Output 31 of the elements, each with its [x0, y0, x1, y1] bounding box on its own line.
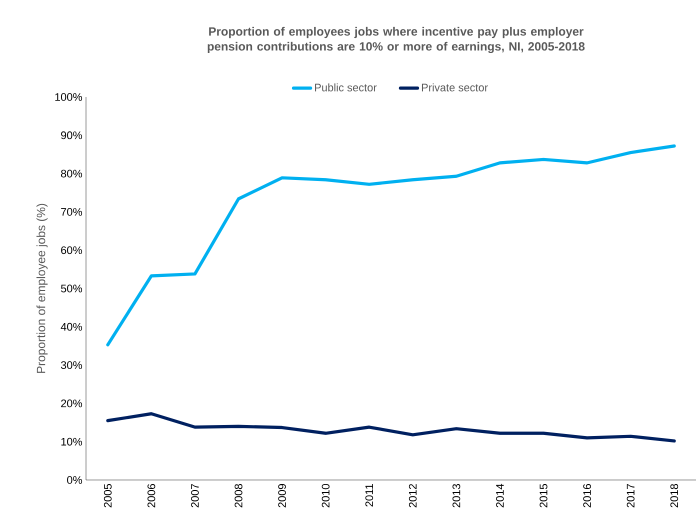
y-tick-label: 30% [60, 361, 82, 369]
chart-title: Proportion of employees jobs where incentive pay plus employer pension contributions are 10% or more of earnings, NI, 2005-2018 [208, 26, 585, 54]
x-tick-label: 2017 [626, 484, 635, 508]
x-tick-label: 2009 [278, 484, 286, 508]
y-tick-label: 60% [61, 246, 82, 254]
x-tick-label: 2011 [365, 484, 374, 507]
x-tick-label: 2005 [104, 484, 112, 508]
y-tick-label: 100% [55, 93, 82, 101]
y-tick-label: 20% [61, 400, 82, 408]
x-tick-label: 2010 [322, 484, 330, 508]
y-axis-title: Proportion of employee jobs (%) [36, 204, 48, 373]
x-tick-label: 2006 [147, 484, 156, 508]
line-series [106, 412, 676, 443]
y-tick-label: 90% [61, 131, 82, 140]
x-tick-label: 2013 [452, 484, 460, 508]
x-tick-label: 2015 [540, 484, 548, 508]
x-tick-label: 2014 [496, 484, 504, 508]
y-tick-label: 10% [61, 438, 82, 446]
y-tick-label: 50% [60, 284, 82, 292]
legend-label: Public sector [315, 83, 377, 92]
y-tick-label: 0% [67, 476, 82, 484]
x-tick-label: 2008 [234, 484, 242, 508]
y-tick-label: 80% [61, 170, 82, 178]
legend-label: Private sector [422, 83, 488, 92]
y-tick-label: 40% [60, 322, 82, 331]
x-tick-label: 2012 [408, 484, 417, 508]
x-tick-label: 2018 [670, 484, 678, 508]
x-tick-label: 2016 [583, 484, 591, 508]
y-tick-label: 70% [61, 208, 82, 216]
x-tick-label: 2007 [191, 484, 199, 508]
line-series [106, 144, 676, 346]
